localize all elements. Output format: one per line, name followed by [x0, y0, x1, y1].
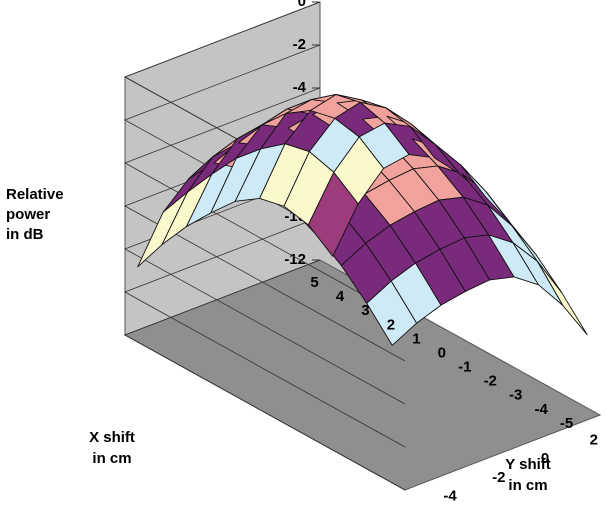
x-tick-label: 2 — [387, 316, 395, 333]
z-tick-label: -12 — [284, 251, 306, 268]
z-tick-label: -4 — [293, 79, 307, 96]
y-tick-label: -4 — [443, 488, 457, 505]
z-tick-label: -2 — [293, 36, 306, 53]
x-axis-title: in cm — [92, 450, 131, 467]
grid-line — [124, 87, 406, 319]
grid-line — [124, 259, 406, 491]
surface-patch — [536, 260, 588, 336]
y-axis-title: in cm — [508, 477, 547, 494]
z-axis-title: Relative — [6, 186, 64, 203]
x-tick-label: -3 — [509, 387, 522, 404]
y-tick-label: 2 — [590, 431, 598, 448]
y-axis-title: Y shift — [505, 456, 551, 473]
x-tick-label: -4 — [534, 401, 548, 418]
y-tick-label: 0 — [541, 450, 549, 467]
x-tick-label: 4 — [336, 288, 345, 305]
z-tick-label: 0 — [298, 0, 306, 10]
x-axis-title: X shift — [89, 429, 135, 446]
x-tick-label: -5 — [560, 415, 573, 432]
x-tick-label: 5 — [310, 274, 318, 291]
x-tick-label: 3 — [361, 302, 369, 319]
z-axis-title: in dB — [6, 226, 44, 243]
x-tick-label: 1 — [412, 330, 420, 347]
x-tick-label: 0 — [438, 344, 446, 361]
y-tick-label: -2 — [492, 469, 505, 486]
x-tick-label: -2 — [484, 373, 497, 390]
z-axis-title: power — [6, 206, 50, 223]
grid-line — [124, 216, 406, 448]
x-tick-label: -1 — [458, 359, 471, 376]
